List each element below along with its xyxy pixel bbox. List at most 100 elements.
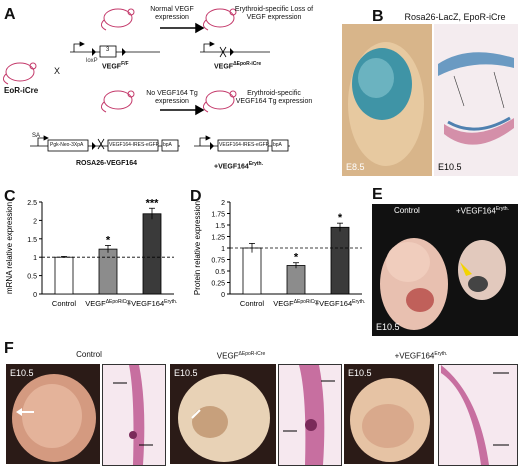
x-tick-label: Control [52,299,77,308]
bar-1 [98,248,118,295]
image-panel-e-embryos: Control +VEGF164Eryth. E10.5 [372,204,518,336]
construct-vegf164-ires: VEGF164-IRES-eGFP [109,142,160,148]
sa-label: SA [32,133,41,139]
f-control-embryo-illustration [6,364,100,464]
y-axis-label: mRNA relative expression [5,202,14,294]
significance-marker: *** [146,197,160,209]
f-tg-histology-illustration [439,365,517,465]
stage-label-f3: E10.5 [348,368,372,378]
panel-b-title: Rosa26-LacZ, EpoR-iCre [404,12,506,22]
panel-label-a: A [4,6,16,23]
x-tick-label: Control [240,299,265,308]
panel-f-title-control: Control [76,350,102,359]
image-f-mutant-embryo: E10.5 [170,364,276,464]
significance-marker: * [106,234,111,246]
bar-2 [330,226,350,295]
arrow-bottom [160,104,205,116]
panel-label-c: C [4,188,16,205]
y-tick-label: 1 [33,255,37,262]
stage-label-e: E10.5 [376,322,400,332]
panel-f-title-mutant: VEGFΔEpoR-iCre [216,351,266,361]
stage-label-e8-5: E8.5 [346,162,365,172]
image-e10-5-section: E10.5 [434,24,518,176]
construct-bpa-right: bpA [273,142,282,148]
breeding-scheme-diagram [2,8,290,152]
significance-marker: * [294,252,299,264]
stage-label-e10-5: E10.5 [438,162,462,172]
bar-0 [242,247,262,295]
x-tick-label: +VEGF164Eryth. [315,299,365,308]
e8-5-embryo-illustration [342,24,432,176]
construct-vegf164-ires-right: VEGF164-IRES-eGFP [219,142,270,148]
y-tick-label: 1.5 [27,237,37,244]
f-tg-embryo-illustration [344,364,434,464]
genotype-vegf164-eryth: +VEGF164Eryth. [214,161,263,171]
mouse-icon-bottom-right [202,90,237,113]
panel-e-embryo-illustration [372,204,518,336]
genotype-rosa26-vegf164: ROSA26-VEGF164 [76,160,138,167]
f-control-histology-illustration [103,365,165,465]
mouse-icon-epor-icre [2,62,37,85]
bar-1 [286,265,306,295]
bar-2 [142,213,162,295]
image-f-control-embryo: E10.5 [6,364,100,464]
genotype-vegf-ff: VEGFF/F [102,61,129,71]
y-tick-label: 0.5 [27,274,37,281]
x-tick-label: VEGFΔEpoRiCre [85,299,131,308]
chart-protein-expression: 0 0.25 0.5 0.75 1 1.25 1.5 1.75 2 Protein relativ… [193,200,365,308]
image-e8-5-embryo: E8.5 [342,24,432,176]
mouse-icon-top-left [100,8,135,31]
panel-a-scheme: EoR-iCre X Normal VEGF expression VEGFF/… [0,0,370,185]
caption-no-tg: No VEGF164 Tg expression [146,90,198,105]
loxp-label: loxP [86,58,98,64]
exon-label: 3 [106,47,110,53]
chart-mrna-expression: 0 0.5 1 1.5 2 2.5 mRNA relative expression Cont… [5,197,177,308]
panel-label-f: F [4,340,14,357]
y-tick-label: 0 [33,292,37,299]
label-vegf164-e: +VEGF164Eryth. [456,206,509,216]
caption-normal-vegf: Normal VEGF expression [150,6,194,21]
e10-5-section-illustration [434,24,518,176]
caption-loss-vegf: Erythroid-specific Loss of VEGF expressi… [234,6,314,21]
panel-f-title-tg: +VEGF164Eryth. [394,351,448,361]
bar-0 [54,256,74,295]
significance-marker: * [338,212,343,224]
f-mutant-embryo-illustration [170,364,276,464]
deleted-allele-diagram [200,41,270,58]
y-tick-label: 0 [221,292,225,299]
y-tick-label: 0.5 [215,269,225,276]
panel-label-b: B [372,8,384,25]
epor-icre-label: EoR-iCre [4,86,39,95]
image-f-control-histology [102,364,166,466]
y-tick-label: 1.75 [211,212,225,219]
construct-pgk-neo: Pgk-Neo-3XpA [50,142,84,148]
caption-tg-expression: Erythroid-specific VEGF164 Tg expression [235,90,313,105]
y-tick-label: 0.25 [211,281,225,288]
mouse-icon-bottom-left [100,90,135,113]
y-tick-label: 2.5 [27,200,37,207]
cross-symbol: X [54,66,61,76]
image-f-tg-histology [438,364,518,466]
construct-bpa: bpA [163,142,172,148]
f-mutant-histology-illustration [279,365,341,465]
label-control-e: Control [394,206,420,215]
stage-label-f2: E10.5 [174,368,198,378]
genotype-vegf-deleted: VEGFΔEpoR-iCre [214,61,262,71]
y-tick-label: 1.5 [215,223,225,230]
y-tick-label: 2 [221,200,225,207]
mouse-icon-top-right [202,8,237,31]
y-tick-label: 2 [33,218,37,225]
panel-label-e: E [372,186,383,203]
panel-label-d: D [190,188,202,205]
y-axis-label: Protein relative expression [193,201,202,295]
y-tick-label: 1.25 [211,235,225,242]
y-tick-label: 1 [221,246,225,253]
floxed-allele-diagram [70,41,160,58]
y-tick-label: 0.75 [211,258,225,265]
stage-label-f1: E10.5 [10,368,34,378]
recombined-construct-diagram [194,135,290,152]
x-tick-label: VEGFΔEpoRiCre [273,299,319,308]
rosa26-construct-diagram [30,135,180,152]
image-f-mutant-histology [278,364,342,466]
arrow-top [160,22,205,34]
